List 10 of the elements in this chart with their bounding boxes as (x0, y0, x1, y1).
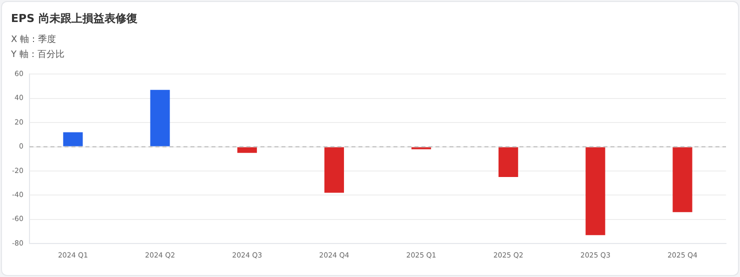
x-axis-title: X 軸：季度 (11, 34, 56, 46)
bar (237, 147, 257, 153)
bar (498, 147, 518, 178)
bar (586, 147, 606, 236)
bar (63, 132, 83, 146)
bar (324, 147, 344, 193)
y-axis-title: Y 軸：百分比 (11, 48, 64, 61)
bar (672, 147, 692, 212)
bar (150, 90, 170, 146)
chart-title: EPS 尚未跟上損益表修復 (11, 11, 138, 26)
